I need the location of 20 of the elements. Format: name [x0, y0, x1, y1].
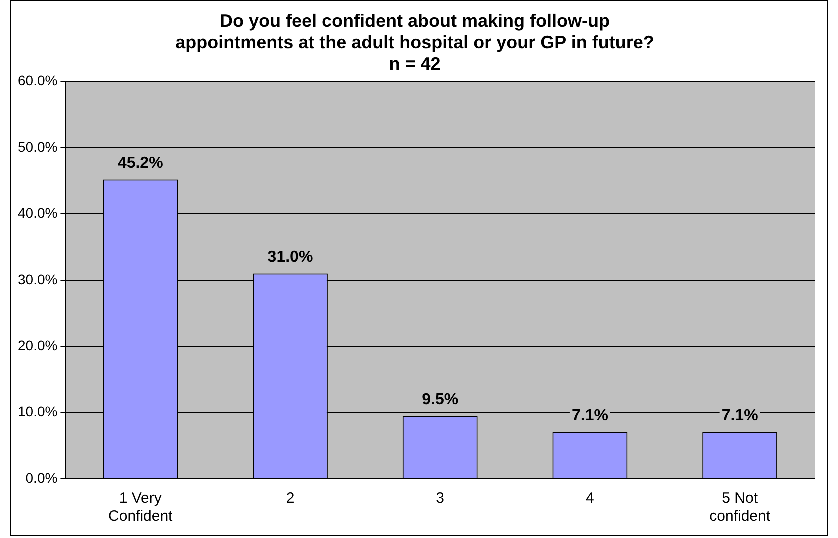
y-tick-label: 50.0%	[18, 138, 58, 155]
y-tick-label: 0.0%	[26, 470, 58, 486]
data-label: 7.1%	[572, 407, 608, 424]
data-label: 31.0%	[268, 249, 314, 266]
text: Do you feel confident about making follow-up	[220, 10, 610, 31]
x-tick-label: 2	[286, 490, 295, 508]
y-tick-label: 10.0%	[18, 404, 58, 420]
text: n = 42	[389, 54, 441, 74]
data-label: 7.1%	[722, 407, 758, 424]
data-label: 45.2%	[118, 155, 164, 172]
y-tick-label: 30.0%	[18, 271, 58, 288]
x-tick-label: 1 Very Confident	[108, 490, 174, 526]
y-tick-label: 20.0%	[18, 337, 58, 354]
data-label: 9.5%	[422, 392, 459, 409]
y-tick-label: 40.0%	[18, 205, 58, 222]
x-tick-label: 4	[586, 490, 594, 508]
x-tick-label: 3	[436, 490, 445, 508]
y-tick-label: 60.0%	[18, 72, 58, 89]
x-tick-label: 5 Not confident	[710, 490, 772, 526]
text: appointments at the adult hospital or your GP in future?	[176, 32, 654, 52]
